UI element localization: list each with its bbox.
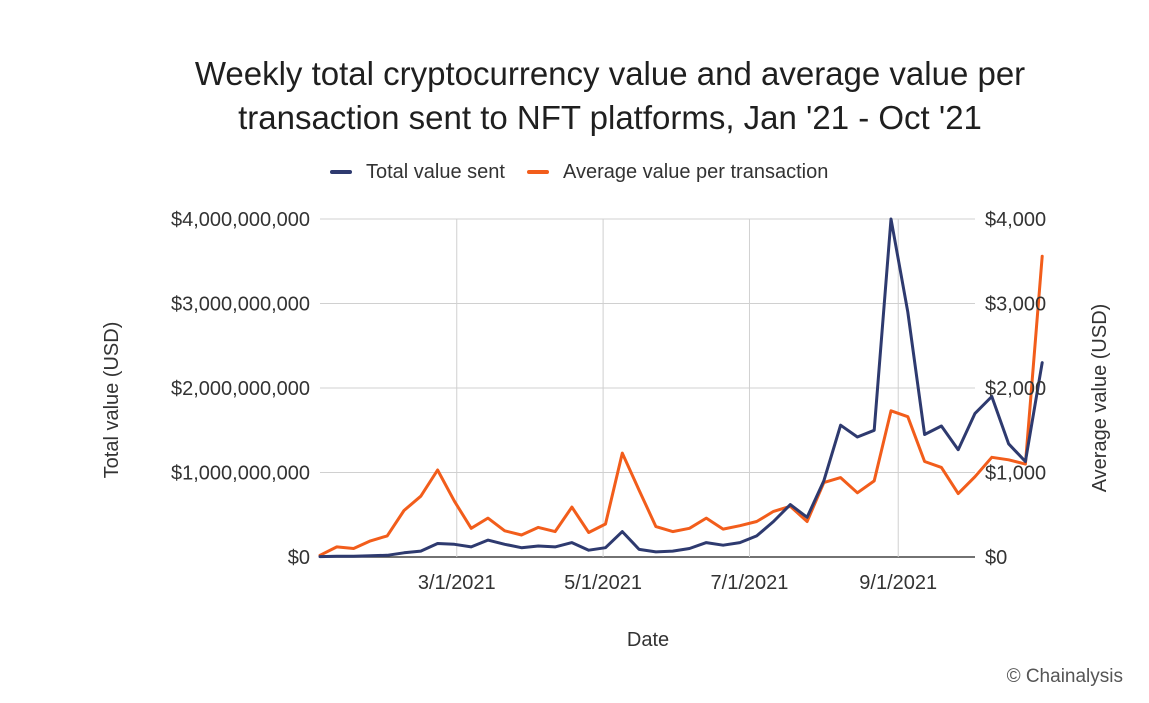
y-left-tick-label: $4,000,000,000 <box>171 209 310 231</box>
series-line-total-value <box>318 217 1044 559</box>
chart-title-line1: Weekly total cryptocurrency value and av… <box>194 55 1026 92</box>
chart-axes: $0 $1,000,000,000 $2,000,000,000 $3,000,000… <box>171 209 1046 594</box>
y-right-tick-label: $2,000 <box>985 378 1046 400</box>
x-tick-label: 3/1/2021 <box>418 572 496 594</box>
y-left-tick-label: $2,000,000,000 <box>171 378 310 400</box>
legend-label-total-value: Total value sent <box>366 160 505 183</box>
legend-item-total-value: Total value sent <box>330 161 505 184</box>
y-left-tick-label: $3,000,000,000 <box>171 294 310 316</box>
y-right-tick-label: $4,000 <box>985 209 1046 231</box>
y-axis-left-label: Total value (USD) <box>101 322 123 479</box>
chart-title-line2: transaction sent to NFT platforms, Jan '… <box>238 99 982 136</box>
x-tick-label: 9/1/2021 <box>859 572 937 594</box>
chainalysis-credit: © Chainalysis <box>1006 666 1123 687</box>
y-axis-right-label: Average value (USD) <box>1089 304 1111 493</box>
chart-title: Weekly total cryptocurrency value and av… <box>0 52 1149 140</box>
legend-swatch-total-value <box>330 170 352 174</box>
series-line-average-value <box>318 254 1044 557</box>
legend-swatch-average-value <box>526 170 549 174</box>
y-right-tick-label: $0 <box>985 547 1007 569</box>
chart-legend: Total value sent Average value per trans… <box>330 158 850 186</box>
legend-item-average-value: Average value per transaction <box>526 160 829 184</box>
chart-series <box>318 217 1044 559</box>
x-axis-label: Date <box>627 629 669 651</box>
legend-label-average-value: Average value per transaction <box>562 160 829 183</box>
x-tick-label: 5/1/2021 <box>564 572 642 594</box>
x-tick-label: 7/1/2021 <box>711 572 789 594</box>
y-right-tick-label: $3,000 <box>985 294 1046 316</box>
y-left-tick-label: $1,000,000,000 <box>171 463 310 485</box>
y-right-tick-label: $1,000 <box>985 463 1046 485</box>
y-left-tick-label: $0 <box>288 547 310 569</box>
chart-grid <box>320 218 975 558</box>
